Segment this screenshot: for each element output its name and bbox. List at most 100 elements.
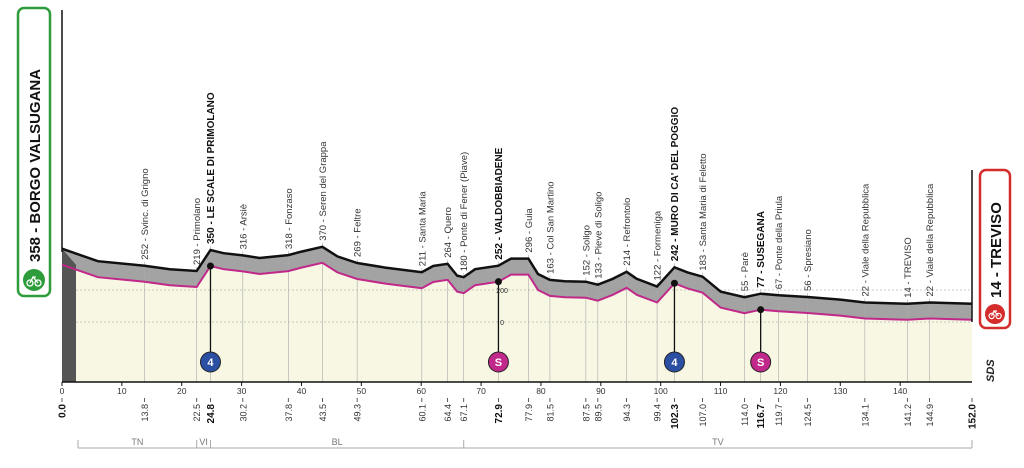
- km-label: 141.2: [903, 404, 913, 427]
- waypoint-label: 318 - Fonzaso: [284, 188, 295, 249]
- waypoint-labels: 252 - Svinc. di Grigno 219 - Primolano 350…: [140, 92, 936, 298]
- waypoint-label: 219 - Primolano: [192, 198, 203, 265]
- x-tick-label: 80: [536, 386, 546, 396]
- waypoint-label: 214 - Refrontolo: [622, 198, 633, 266]
- altitude-mark-label: 200: [496, 288, 508, 295]
- finish-badge-frame: [978, 168, 1012, 330]
- km-label: 94.3: [622, 404, 632, 422]
- km-label: 81.5: [545, 404, 555, 422]
- region-label: BL: [332, 437, 343, 447]
- waypoint-label: 264 - Quero: [443, 207, 454, 258]
- waypoint-label: 183 - Santa Maria di Feletto: [698, 153, 709, 270]
- x-tick-label: 50: [357, 386, 367, 396]
- km-label: 134.1: [860, 404, 870, 427]
- waypoint-label: 133 - Pieve di Soligo: [593, 192, 604, 279]
- x-tick-label: 130: [833, 386, 847, 396]
- x-tick-label: 20: [177, 386, 187, 396]
- road-line: [61, 261, 973, 321]
- km-label: 89.5: [593, 404, 603, 422]
- x-tick-label: 60: [416, 386, 426, 396]
- waypoint-label: 180 - Ponte di Fener (Piave): [459, 152, 470, 271]
- km-label: 116.7: [756, 404, 767, 429]
- profile-layer: [61, 245, 973, 306]
- waypoint-label: 370 - Seren del Grappa: [318, 141, 329, 241]
- profile-left-wall: [62, 248, 76, 382]
- x-tick-label: 0: [60, 386, 65, 396]
- waypoint-label: 122 - Formeniga: [653, 210, 664, 280]
- waypoint-label: 252 - Svinc. di Grigno: [140, 168, 151, 259]
- km-label: 99.4: [653, 404, 663, 422]
- km-label: 64.4: [443, 404, 453, 422]
- km-label: 22.5: [192, 404, 202, 422]
- sprint-marker: [750, 351, 772, 373]
- finish-bike-icon: [985, 304, 1005, 324]
- marker-dot: [206, 262, 214, 270]
- waypoint-label: 56 - Spresiano: [803, 229, 814, 291]
- climb-marker: [663, 351, 685, 373]
- waypoint-label: 316 - Arsiè: [238, 204, 249, 249]
- km-label: 107.0: [698, 404, 708, 427]
- start-bike-glyph: [26, 275, 42, 287]
- altitude-mark-label: 0: [500, 320, 504, 327]
- km-label: 144.9: [925, 404, 935, 427]
- sprint-marker-label: S: [757, 357, 764, 369]
- km-label: 152.0: [968, 404, 979, 429]
- markers: 4 S 4 S: [199, 262, 772, 373]
- marker-dot: [494, 278, 502, 286]
- finish-bike-glyph: [988, 309, 1002, 320]
- km-label: 87.5: [581, 404, 591, 422]
- km-labels: 0.0 13.8 22.5 24.8 30.2 37.8 43.5 49.3 60.1 64.4 6…: [58, 398, 979, 429]
- waypoint-label: 242 - MURO DI CA' DEL POGGIO: [670, 107, 681, 262]
- marker-dot: [670, 279, 678, 287]
- km-label: 24.8: [206, 404, 217, 424]
- km-label: 49.3: [353, 404, 363, 422]
- region-label: TN: [131, 437, 143, 447]
- km-label: 102.3: [670, 404, 681, 429]
- region-bar: TN VI BL TV: [77, 437, 973, 449]
- km-label: 77.9: [524, 404, 534, 422]
- sprint-marker: [487, 351, 509, 373]
- x-tick-label: 30: [237, 386, 247, 396]
- km-label: 37.8: [284, 404, 294, 422]
- waypoint-label: 252 - VALDOBBIADENE: [494, 147, 505, 259]
- x-tick-label: 110: [714, 386, 728, 396]
- waypoint-label: 350 - LE SCALE DI PRIMOLANO: [206, 92, 217, 244]
- start-badge: 358 - BORGO VALSUGANA: [16, 6, 52, 298]
- km-label: 0.0: [58, 404, 69, 418]
- finish-label: 14 - TREVISO: [988, 202, 1005, 298]
- profile-line: [61, 245, 973, 306]
- x-tick-label: 120: [773, 386, 787, 396]
- waypoint-label: 67 - Ponte della Priula: [774, 195, 785, 289]
- x-axis: 0 10 20 30 40 50 60 70 80 90 100 110 120 130 140: [60, 381, 972, 396]
- waypoint-label: 163 - Col San Martino: [545, 181, 556, 273]
- km-label: 60.1: [417, 404, 427, 422]
- climb-marker-label: 4: [207, 357, 214, 369]
- marker-dot: [757, 306, 765, 314]
- km-label: 13.8: [140, 404, 150, 422]
- waypoint-label: 22 - Viale della Repubblica: [925, 183, 936, 297]
- waypoint-label: 269 - Feltre: [353, 208, 364, 257]
- waypoint-label: 55 - Parè: [740, 252, 751, 291]
- climb-marker-label: 4: [671, 357, 678, 369]
- region-label: TV: [712, 437, 724, 447]
- waypoint-label: 77 - SUSEGANA: [756, 211, 767, 288]
- start-bike-icon: [23, 269, 45, 291]
- km-label: 30.2: [238, 404, 248, 422]
- km-label: 124.5: [803, 404, 813, 427]
- waypoint-label: 22 - Viale della Repubblica: [860, 183, 871, 297]
- waypoint-label: 211 - Santa Maria: [417, 191, 428, 267]
- km-label: 72.9: [494, 404, 505, 424]
- km-label: 67.1: [459, 404, 469, 422]
- road-layer: [61, 261, 973, 321]
- km-label: 43.5: [318, 404, 328, 422]
- km-label: 114.0: [740, 404, 750, 426]
- x-tick-label: 90: [596, 386, 606, 396]
- x-tick-label: 40: [297, 386, 307, 396]
- climb-marker: [199, 351, 221, 373]
- start-badge-frame: [16, 6, 52, 298]
- start-label: 358 - BORGO VALSUGANA: [27, 69, 44, 262]
- x-tick-label: 140: [893, 386, 907, 396]
- brand-logo: SDS: [985, 359, 997, 382]
